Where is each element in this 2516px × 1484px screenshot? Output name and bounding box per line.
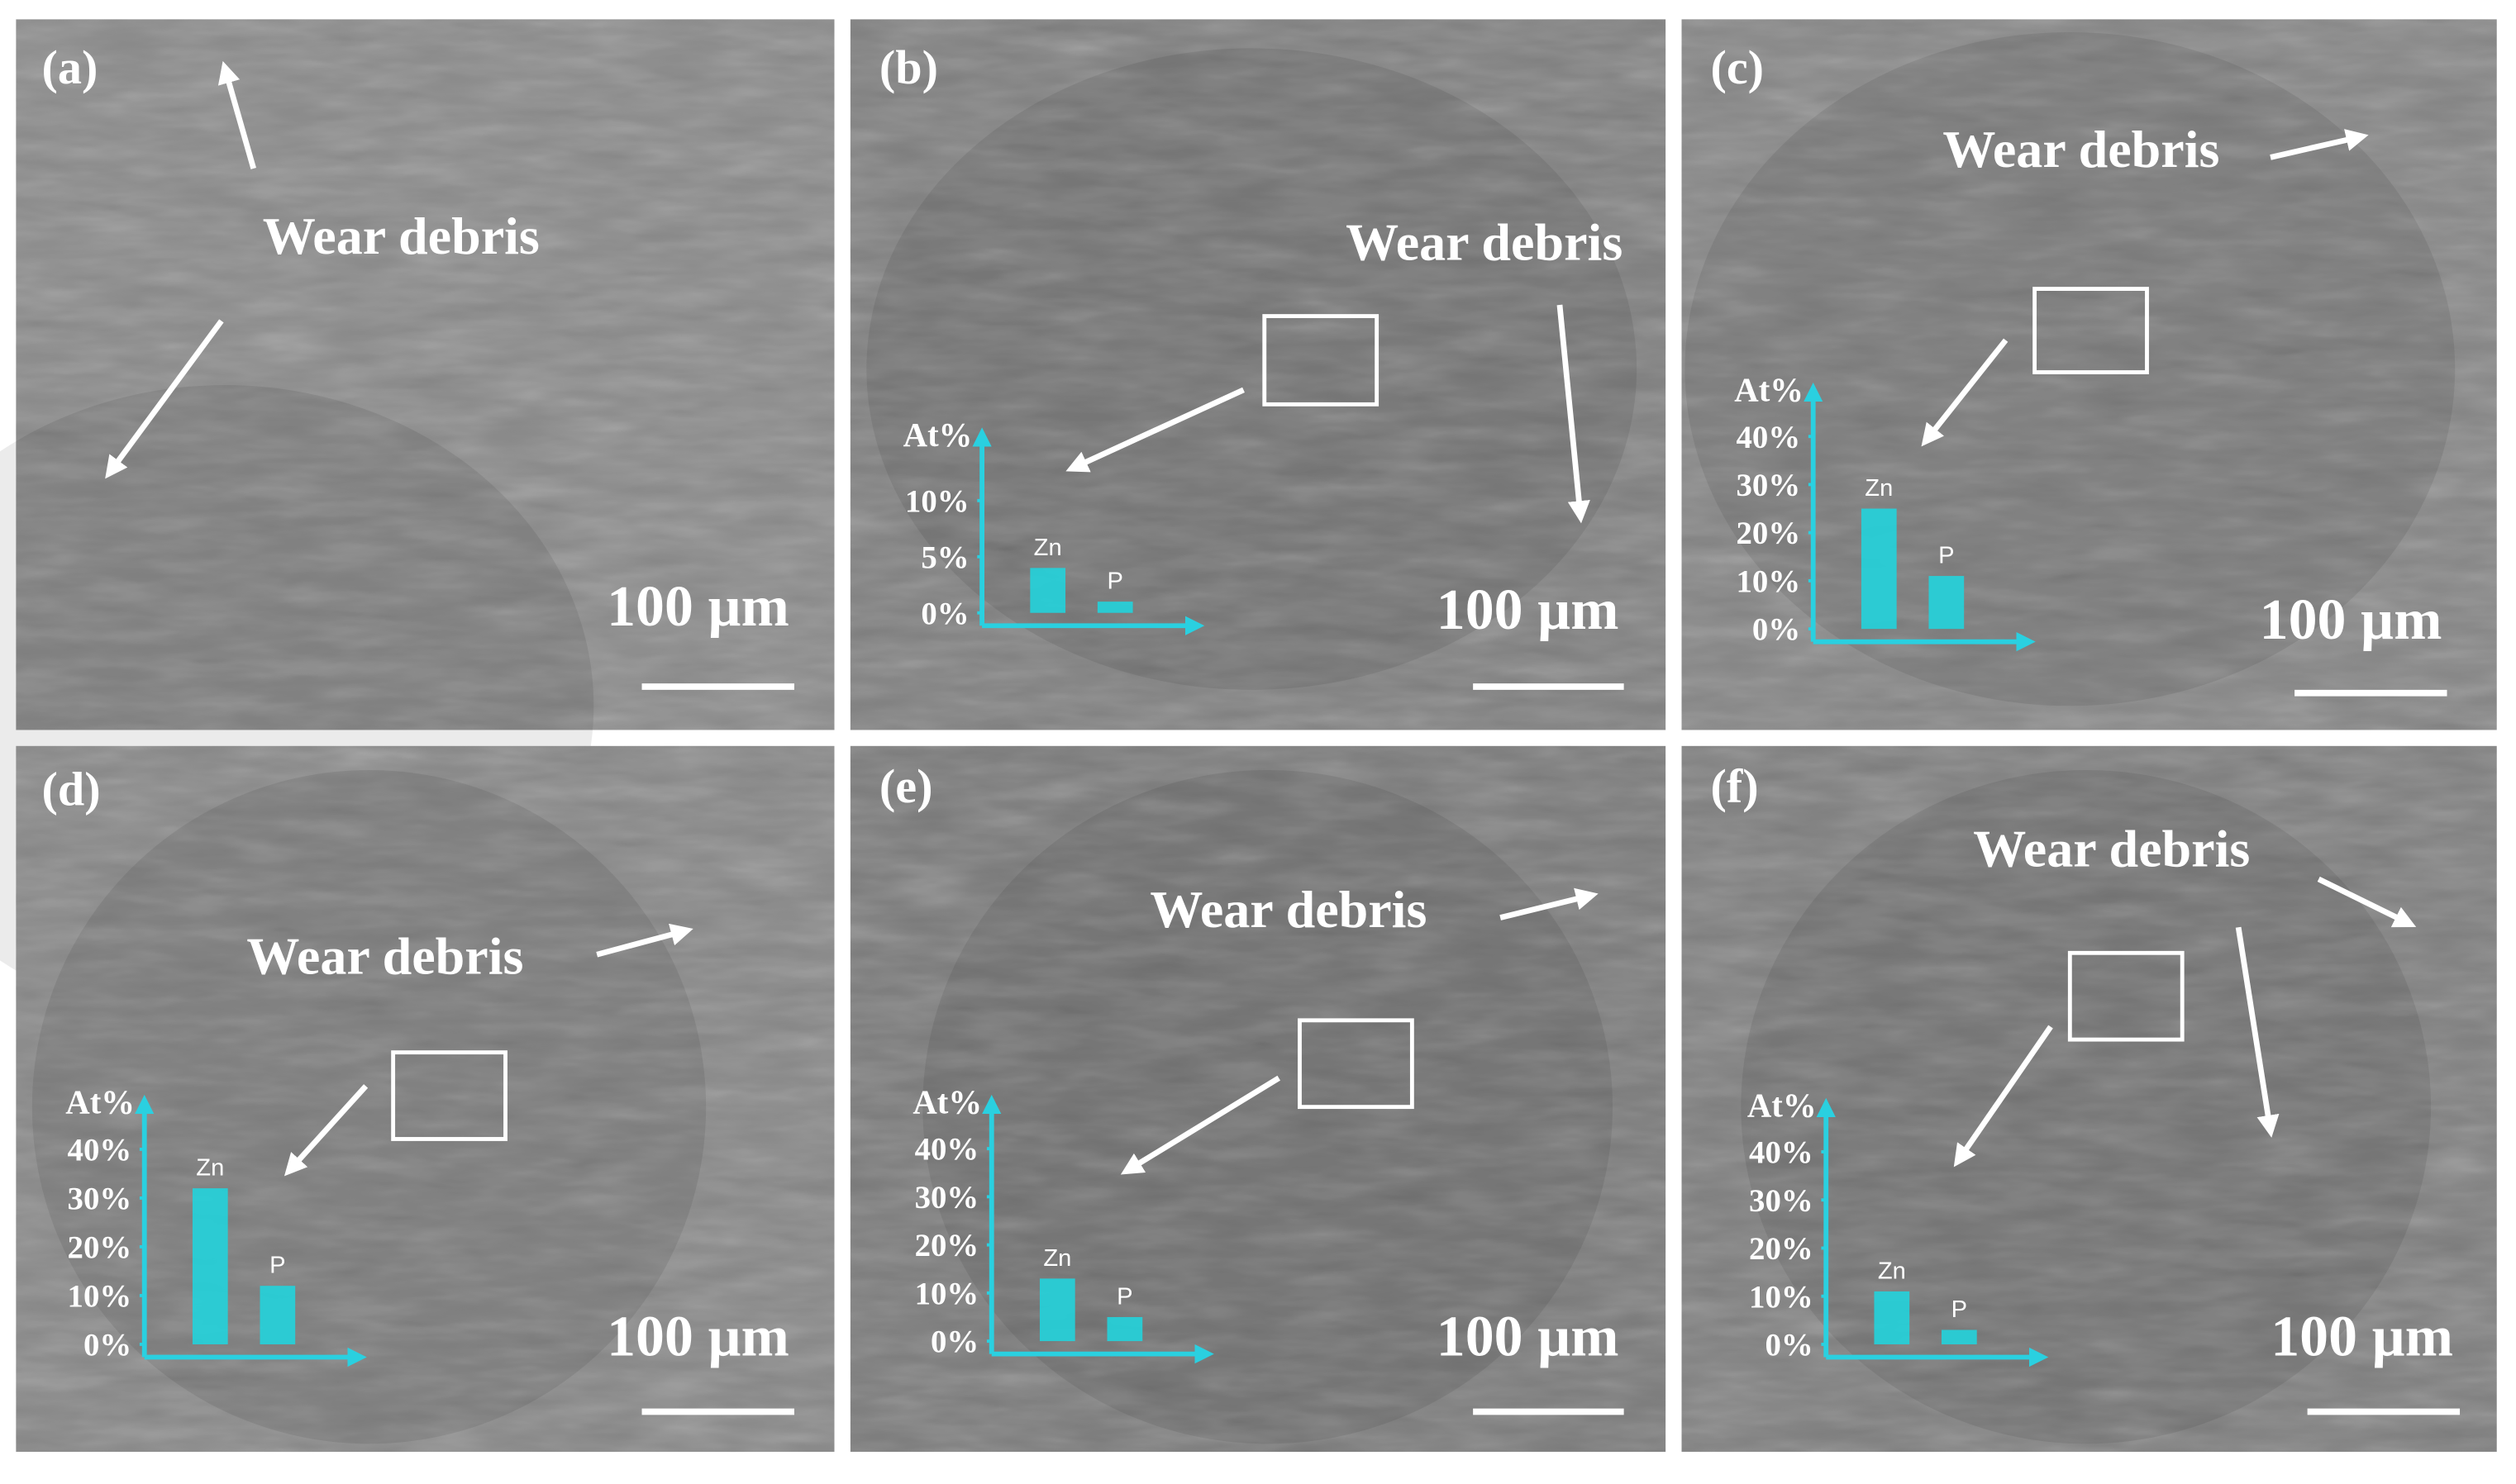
y-axis-title: At% — [1747, 1087, 1817, 1124]
y-tick-label: 10% — [905, 483, 970, 519]
category-label: P — [1951, 1296, 1967, 1323]
arrow — [1120, 1075, 1281, 1175]
annotation: Wear debris — [263, 207, 540, 265]
arrow — [2235, 926, 2280, 1138]
panel-label: (d) — [41, 763, 100, 816]
y-tick-label: 0% — [921, 596, 969, 631]
region-box — [1298, 1018, 1414, 1110]
y-tick-label: 30% — [915, 1180, 979, 1215]
scale-label: 100 µm — [1437, 1306, 1619, 1369]
y-tick-label: 40% — [1749, 1135, 1813, 1171]
bar — [1030, 568, 1066, 613]
y-tick-label: 40% — [1737, 420, 1801, 455]
scale-label: 100 µm — [2260, 588, 2442, 652]
y-tick-label: 10% — [68, 1279, 132, 1315]
category-label: P — [1108, 568, 1123, 595]
y-axis-title: At% — [903, 416, 973, 454]
bar — [192, 1188, 228, 1344]
bar — [1874, 1291, 1910, 1344]
y-axis-title: At% — [913, 1083, 982, 1120]
region-box — [1262, 314, 1380, 407]
scale-label: 100 µm — [1437, 578, 1619, 642]
annotation: Wear debris — [246, 927, 523, 986]
category-label: Zn — [1043, 1245, 1071, 1272]
y-tick-label: 0% — [931, 1325, 979, 1360]
bar — [1107, 1316, 1143, 1342]
bar — [1039, 1278, 1075, 1342]
y-tick-label: 20% — [1737, 516, 1801, 551]
scale-label: 100 µm — [607, 575, 789, 639]
panel-label: (f) — [1710, 759, 1758, 813]
category-label: Zn — [1865, 475, 1893, 502]
category-label: Zn — [1878, 1258, 1906, 1284]
scale-label: 100 µm — [607, 1306, 789, 1369]
arrow — [1953, 1025, 2053, 1168]
category-label: P — [269, 1253, 285, 1279]
annotation: Wear debris — [1346, 213, 1623, 272]
bar — [1097, 602, 1133, 613]
y-tick-label: 20% — [68, 1230, 132, 1266]
bar — [1928, 576, 1965, 630]
arrow — [1065, 387, 1245, 473]
wear-scar — [866, 48, 1637, 690]
panel-label: (a) — [41, 40, 98, 94]
arrow — [217, 60, 256, 169]
wear-scar — [922, 769, 1613, 1444]
y-axis-title: At% — [65, 1083, 135, 1120]
arrow — [2270, 129, 2369, 160]
annotation: Wear debris — [1973, 819, 2250, 878]
annotation: Wear debris — [1150, 880, 1427, 939]
y-tick-label: 0% — [1752, 612, 1800, 648]
y-tick-label: 10% — [1749, 1279, 1813, 1315]
bar — [1942, 1329, 1977, 1344]
region-box — [391, 1050, 507, 1141]
y-tick-label: 40% — [915, 1132, 979, 1168]
bar — [260, 1286, 296, 1344]
y-tick-label: 30% — [1749, 1183, 1813, 1219]
y-tick-label: 30% — [1737, 468, 1801, 503]
region-box — [2032, 287, 2149, 374]
category-label: Zn — [196, 1155, 224, 1182]
y-tick-label: 0% — [83, 1328, 131, 1363]
annotation: Wear debris — [1942, 120, 2219, 178]
y-axis-title: At% — [1734, 371, 1804, 408]
texture — [16, 19, 835, 730]
category-label: Zn — [1034, 535, 1062, 561]
region-box — [2067, 950, 2185, 1042]
y-tick-label: 20% — [1749, 1231, 1813, 1267]
panel-label: (b) — [879, 40, 938, 94]
y-tick-label: 5% — [921, 540, 969, 575]
panel-label: (c) — [1710, 40, 1764, 94]
arrow — [1921, 338, 2009, 447]
arrow — [2317, 876, 2417, 928]
category-label: P — [1938, 543, 1954, 569]
category-label: P — [1117, 1283, 1132, 1310]
y-tick-label: 30% — [68, 1182, 132, 1217]
wear-scar — [1741, 769, 2432, 1444]
arrow — [105, 319, 224, 479]
arrow — [1556, 304, 1590, 524]
y-tick-label: 10% — [1737, 564, 1801, 599]
arrow — [284, 1084, 369, 1177]
y-tick-label: 0% — [1765, 1328, 1813, 1363]
arrow — [596, 923, 693, 958]
arrow — [1499, 887, 1599, 920]
y-tick-label: 20% — [915, 1228, 979, 1263]
y-tick-label: 40% — [68, 1132, 132, 1168]
y-tick-label: 10% — [915, 1276, 979, 1311]
annotations-layer — [105, 60, 2417, 1177]
texture — [850, 19, 1666, 730]
panel-label: (e) — [879, 759, 933, 813]
bar — [1861, 508, 1897, 630]
scale-label: 100 µm — [2271, 1306, 2453, 1369]
